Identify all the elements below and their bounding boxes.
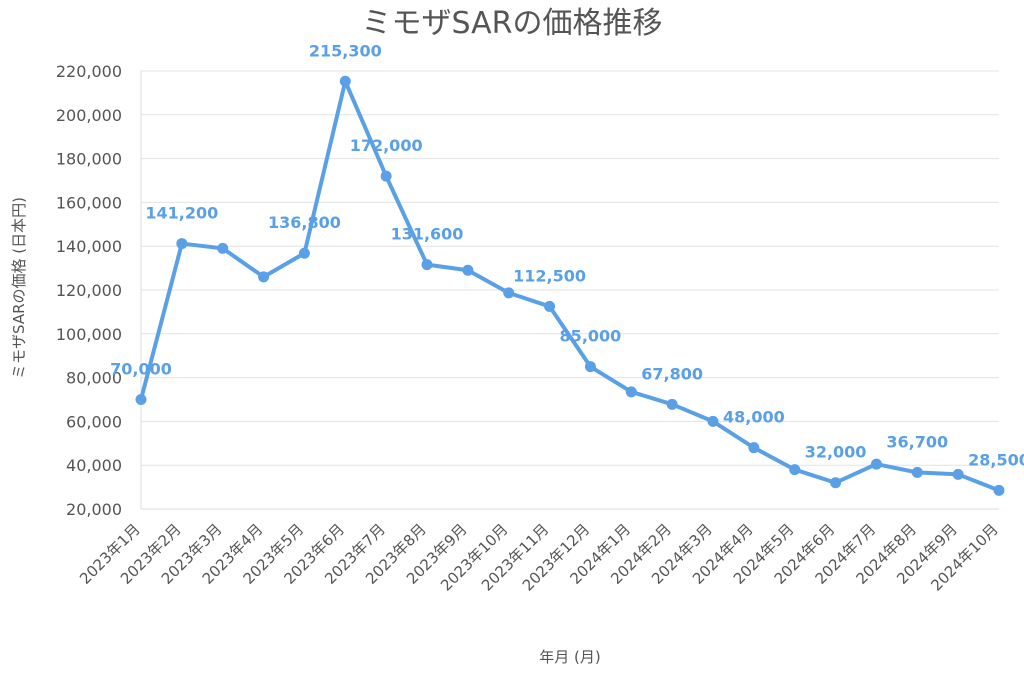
data-point xyxy=(544,300,556,312)
data-labels: 70,000 141,200 136,800 215,300 172,000 131,60… xyxy=(110,41,1024,469)
y-tick-label: 200,000 xyxy=(56,106,122,125)
data-point xyxy=(911,466,923,478)
data-point xyxy=(830,477,842,489)
data-point xyxy=(707,415,719,427)
y-tick-label: 80,000 xyxy=(66,369,122,388)
series-line xyxy=(139,79,1001,493)
data-label: 48,000 xyxy=(723,408,785,427)
y-tick-label: 20,000 xyxy=(66,500,122,519)
data-point xyxy=(176,238,188,250)
data-label: 131,600 xyxy=(391,225,464,244)
data-label: 172,000 xyxy=(350,136,423,155)
data-point xyxy=(380,170,392,182)
data-point xyxy=(993,484,1005,496)
data-label: 85,000 xyxy=(560,327,622,346)
y-axis-label: ミモザSARの価格 (日本円) xyxy=(10,197,28,379)
x-axis-label: 年月 (月) xyxy=(539,648,600,666)
series-points xyxy=(135,75,1005,496)
axes xyxy=(140,71,999,510)
data-point xyxy=(503,287,515,299)
y-tick-label: 140,000 xyxy=(56,237,122,256)
y-tick-label: 100,000 xyxy=(56,325,122,344)
data-point xyxy=(789,464,801,476)
chart-title: ミモザSARの価格推移 xyxy=(362,6,663,41)
data-point xyxy=(625,386,637,398)
data-label: 28,500 xyxy=(968,450,1024,469)
data-label: 215,300 xyxy=(309,41,382,60)
y-tick-label: 160,000 xyxy=(56,193,122,212)
y-tick-label: 40,000 xyxy=(66,456,122,475)
data-label: 141,200 xyxy=(145,204,218,223)
data-point xyxy=(298,247,310,259)
data-point xyxy=(952,468,964,480)
data-point xyxy=(584,361,596,373)
data-label: 36,700 xyxy=(886,432,948,451)
series-line-path xyxy=(139,79,1001,493)
data-point xyxy=(258,271,270,283)
data-label: 67,800 xyxy=(641,364,703,383)
data-point xyxy=(748,442,760,454)
data-point xyxy=(135,394,147,405)
data-label: 136,800 xyxy=(268,213,341,232)
data-label: 32,000 xyxy=(805,443,867,462)
data-point xyxy=(666,398,678,410)
data-point xyxy=(339,75,351,87)
data-label: 112,500 xyxy=(513,266,586,285)
data-point xyxy=(462,264,474,276)
y-tick-label: 220,000 xyxy=(56,62,122,81)
data-point xyxy=(870,458,882,470)
data-point xyxy=(421,259,433,271)
data-label: 70,000 xyxy=(110,360,172,379)
y-tick-label: 120,000 xyxy=(56,281,122,300)
y-axis-ticks: 20,000 40,000 60,000 80,000 100,000 120,000 14… xyxy=(56,62,122,519)
gridlines xyxy=(141,70,999,510)
y-tick-label: 60,000 xyxy=(66,412,122,431)
x-axis-ticks: 2023年1月2023年2月2023年3月2023年4月2023年5月2023年… xyxy=(76,520,1002,594)
data-point xyxy=(217,242,229,254)
y-tick-label: 180,000 xyxy=(56,150,122,169)
